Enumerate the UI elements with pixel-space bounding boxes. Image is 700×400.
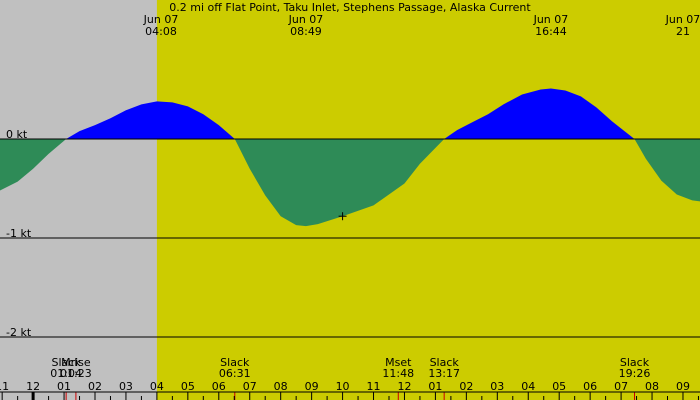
top-date-label-1: Jun 07 bbox=[288, 13, 324, 26]
event-time-5: 19:26 bbox=[619, 367, 651, 380]
y-tick-label-2: -2 kt bbox=[6, 326, 32, 339]
event-name-1: Mrise bbox=[61, 356, 91, 369]
grid-lines bbox=[0, 138, 700, 338]
ebb-area-4 bbox=[634, 139, 700, 202]
hour-tick-label-13: 12 bbox=[397, 380, 411, 393]
hour-tick-label-14: 01 bbox=[428, 380, 442, 393]
top-time-label-2: 16:44 bbox=[535, 25, 567, 38]
hour-tick-label-20: 07 bbox=[614, 380, 628, 393]
hour-tick-label-0: 11 bbox=[0, 380, 9, 393]
top-time-label-3: 21 bbox=[676, 25, 690, 38]
flood-area-1 bbox=[66, 101, 235, 139]
event-time-2: 06:31 bbox=[219, 367, 251, 380]
hour-tick-label-12: 11 bbox=[367, 380, 381, 393]
event-name-5: Slack bbox=[620, 356, 650, 369]
ebb-area-0 bbox=[0, 139, 67, 191]
hour-tick-label-4: 03 bbox=[119, 380, 133, 393]
ebb-area-2 bbox=[234, 139, 445, 227]
top-date-label-0: Jun 07 bbox=[143, 13, 179, 26]
event-time-0: 01:04 bbox=[50, 367, 82, 380]
chart-title: 0.2 mi off Flat Point, Taku Inlet, Steph… bbox=[169, 1, 531, 14]
y-tick-label-1: -1 kt bbox=[6, 227, 32, 240]
hour-tick-label-18: 05 bbox=[552, 380, 566, 393]
top-time-label-1: 08:49 bbox=[290, 25, 322, 38]
hour-tick-label-8: 07 bbox=[243, 380, 257, 393]
event-name-3: Mset bbox=[385, 356, 412, 369]
hour-tick-label-5: 04 bbox=[150, 380, 164, 393]
flood-area-3 bbox=[444, 88, 635, 139]
event-name-0: Slack bbox=[52, 356, 82, 369]
hour-tick-label-6: 05 bbox=[181, 380, 195, 393]
midnight-marker bbox=[31, 392, 35, 400]
event-name-2: Slack bbox=[220, 356, 250, 369]
hour-tick-label-19: 06 bbox=[583, 380, 597, 393]
current-areas bbox=[0, 88, 700, 227]
hour-tick-label-7: 06 bbox=[212, 380, 226, 393]
hour-tick-label-22: 09 bbox=[676, 380, 690, 393]
event-time-3: 11:48 bbox=[382, 367, 414, 380]
event-name-4: Slack bbox=[430, 356, 460, 369]
event-time-4: 13:17 bbox=[428, 367, 460, 380]
hour-tick-label-15: 02 bbox=[459, 380, 473, 393]
hour-tick-label-16: 03 bbox=[490, 380, 504, 393]
night-band bbox=[0, 0, 157, 400]
hour-tick-label-17: 04 bbox=[521, 380, 535, 393]
top-time-label-0: 04:08 bbox=[145, 25, 177, 38]
hour-tick-label-11: 10 bbox=[336, 380, 350, 393]
top-date-label-2: Jun 07 bbox=[533, 13, 569, 26]
hour-tick-label-10: 09 bbox=[305, 380, 319, 393]
top-date-label-3: Jun 07 bbox=[665, 13, 700, 26]
hour-tick-label-21: 08 bbox=[645, 380, 659, 393]
y-tick-label-0: 0 kt bbox=[6, 128, 28, 141]
hour-tick-label-2: 01 bbox=[57, 380, 71, 393]
hour-tick-label-3: 02 bbox=[88, 380, 102, 393]
hour-tick-label-1: 12 bbox=[26, 380, 40, 393]
event-time-1: 01:23 bbox=[60, 367, 92, 380]
hour-tick-label-9: 08 bbox=[274, 380, 288, 393]
